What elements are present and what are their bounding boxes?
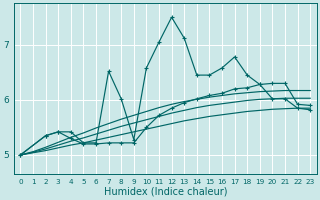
- X-axis label: Humidex (Indice chaleur): Humidex (Indice chaleur): [104, 187, 227, 197]
